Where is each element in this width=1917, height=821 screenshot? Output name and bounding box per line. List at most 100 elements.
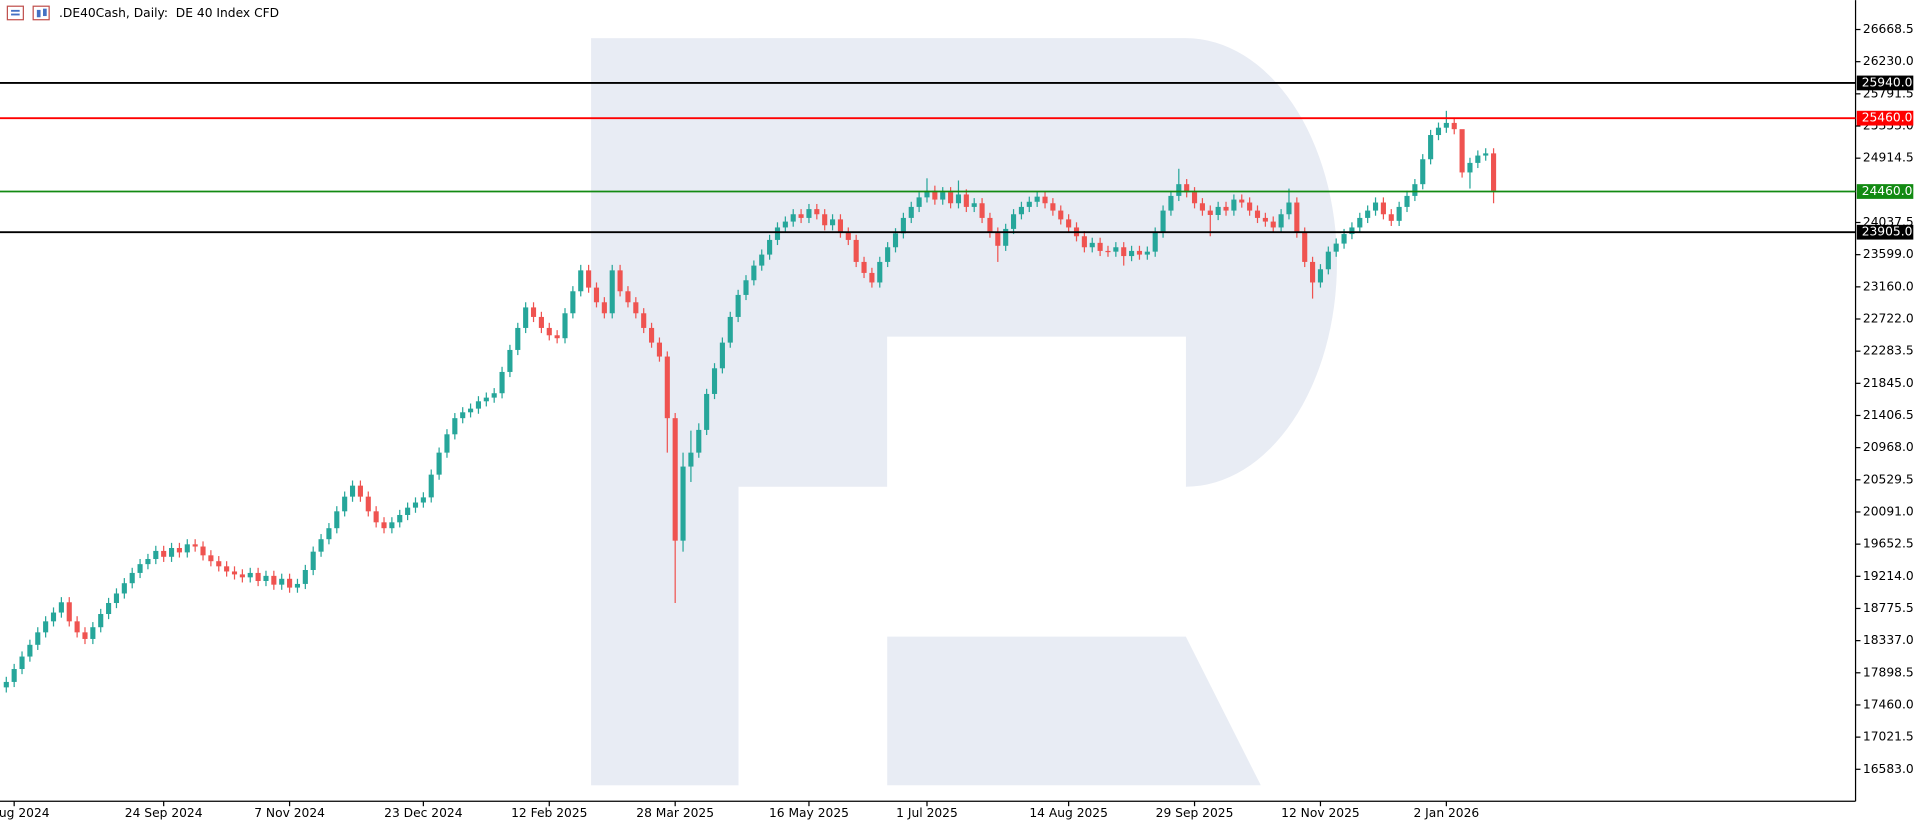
- candle-body: [247, 572, 253, 578]
- candle-body: [113, 593, 120, 604]
- candle-body: [436, 452, 442, 475]
- candle-body: [1254, 210, 1261, 218]
- candle-body: [688, 452, 694, 467]
- candle-body: [530, 307, 537, 317]
- candle-body: [43, 621, 49, 633]
- candle-body: [837, 219, 843, 233]
- candle-body: [483, 397, 489, 402]
- candle-body: [704, 393, 710, 430]
- candle-body: [971, 203, 977, 207]
- candle-body: [1097, 242, 1103, 251]
- y-tick-label: 24914.5: [1863, 151, 1914, 165]
- candle-body: [1223, 206, 1229, 211]
- candle-body: [1317, 269, 1324, 283]
- candle-body: [1357, 217, 1363, 228]
- y-tick-label: 16583.0: [1863, 762, 1914, 776]
- y-tick-label: 26230.0: [1863, 54, 1914, 68]
- candle-body: [452, 418, 458, 435]
- candle-body: [491, 393, 497, 398]
- candle-body: [1262, 217, 1268, 222]
- chart-title: .DE40Cash, Daily: DE 40 Index CFD: [59, 6, 279, 20]
- candle-body: [310, 551, 316, 570]
- candle-body: [397, 514, 403, 523]
- candle-body: [790, 214, 796, 222]
- candle-body: [373, 511, 379, 523]
- x-tick-label: 24 Sep 2024: [125, 806, 203, 820]
- candle-body: [774, 227, 781, 240]
- candle-body: [35, 632, 41, 645]
- candle-body: [1349, 227, 1355, 235]
- watermark-leg: [887, 636, 1261, 786]
- candle-body: [892, 233, 899, 248]
- candle-body: [1215, 206, 1221, 215]
- candle-body: [444, 434, 450, 453]
- candle-body: [137, 564, 143, 573]
- candle-body: [932, 190, 938, 200]
- candle-body: [727, 316, 733, 343]
- y-tick-label: 19652.5: [1863, 537, 1914, 551]
- candle-body: [955, 194, 962, 204]
- candle-body: [719, 342, 725, 369]
- candle-body: [735, 294, 741, 317]
- candle-body: [1420, 159, 1426, 185]
- level-label-box: [1856, 110, 1914, 126]
- candle-body: [287, 578, 293, 588]
- candle-body: [822, 214, 828, 226]
- y-tick-label: 17021.5: [1863, 730, 1914, 744]
- candle-body: [633, 302, 639, 314]
- level-label: 25460.0: [1862, 111, 1913, 125]
- candle-body: [1491, 153, 1497, 191]
- watermark-hole: [887, 336, 1186, 487]
- y-tick-label: 21845.0: [1863, 376, 1914, 390]
- x-tick-label: 2 Jan 2026: [1413, 806, 1479, 820]
- candle-body: [963, 194, 969, 207]
- candle-body: [1144, 251, 1150, 255]
- y-tick-label: 19214.0: [1863, 569, 1914, 583]
- icon: [11, 13, 20, 16]
- candle-body: [1467, 162, 1473, 173]
- candle-body: [743, 280, 749, 295]
- candle-body: [255, 572, 261, 582]
- y-tick-label: 26668.5: [1863, 22, 1914, 36]
- candle-body: [1333, 243, 1339, 252]
- candle-body: [1191, 192, 1198, 204]
- candle-body: [664, 356, 670, 419]
- level-label-box: [1856, 224, 1914, 240]
- candle-body: [554, 335, 560, 339]
- candle-body: [381, 522, 387, 529]
- candle-body: [1270, 221, 1276, 228]
- candle-body: [1435, 127, 1442, 136]
- level-label: 24460.0: [1862, 184, 1913, 198]
- candle-body: [1294, 202, 1300, 233]
- candle-body: [1168, 195, 1174, 211]
- candle-body: [106, 603, 112, 615]
- candle-body: [405, 507, 411, 515]
- candle-body: [908, 206, 914, 218]
- candle-body: [861, 261, 867, 273]
- candle-body: [1372, 202, 1379, 211]
- candle-body: [1058, 210, 1064, 220]
- candle-body: [1247, 202, 1253, 211]
- candle-body: [515, 327, 521, 350]
- y-tick-label: 17898.5: [1863, 665, 1914, 679]
- candle-body: [1176, 184, 1182, 196]
- candle-body: [1341, 234, 1347, 244]
- candle-body: [153, 550, 159, 559]
- candle-body: [208, 555, 214, 562]
- candle-body: [1105, 250, 1111, 253]
- candle-body: [546, 327, 552, 336]
- candle-body: [767, 239, 773, 255]
- x-tick-label: 12 Nov 2025: [1281, 806, 1360, 820]
- y-tick-label: 20968.0: [1863, 440, 1914, 454]
- candle-body: [711, 368, 718, 394]
- candle-body: [58, 602, 64, 613]
- candle-body: [1388, 214, 1394, 221]
- candle-body: [1010, 214, 1017, 229]
- level-label-box: [1856, 184, 1914, 199]
- candle-body: [428, 474, 434, 498]
- candle-body: [1404, 195, 1410, 207]
- candle-body: [798, 214, 804, 218]
- candle-body: [751, 265, 757, 281]
- icon: [6, 5, 24, 21]
- candle-body: [1365, 210, 1371, 218]
